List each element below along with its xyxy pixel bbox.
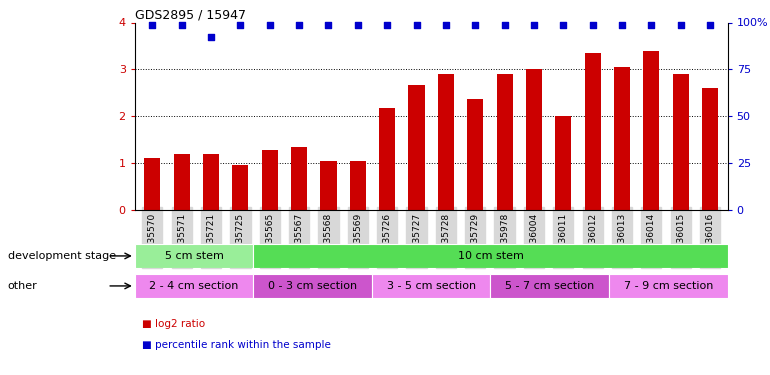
Point	[440, 22, 452, 28]
Point	[293, 22, 305, 28]
Bar	[174, 154, 189, 210]
Text: ■ log2 ratio: ■ log2 ratio	[142, 320, 206, 329]
Bar	[497, 74, 513, 210]
Bar	[555, 116, 571, 210]
Point	[527, 22, 540, 28]
Bar	[262, 150, 278, 210]
Bar	[144, 158, 160, 210]
Bar	[253, 274, 372, 298]
Text: other: other	[8, 281, 38, 291]
Point	[675, 22, 687, 28]
Point	[469, 22, 481, 28]
Text: 0 - 3 cm section: 0 - 3 cm section	[268, 281, 357, 291]
Bar	[233, 165, 249, 210]
Text: 10 cm stem: 10 cm stem	[457, 251, 524, 261]
Bar	[584, 53, 601, 210]
Bar	[643, 51, 659, 210]
Bar	[467, 99, 484, 210]
Bar	[320, 161, 336, 210]
Point	[146, 22, 159, 28]
Text: 5 cm stem: 5 cm stem	[165, 251, 223, 261]
Text: GDS2895 / 15947: GDS2895 / 15947	[135, 8, 246, 21]
Point	[557, 22, 570, 28]
Point	[498, 22, 511, 28]
Text: 3 - 5 cm section: 3 - 5 cm section	[387, 281, 476, 291]
Point	[410, 22, 423, 28]
Point	[645, 22, 658, 28]
Point	[205, 34, 217, 40]
Point	[704, 22, 716, 28]
Text: development stage: development stage	[8, 251, 115, 261]
Bar	[203, 154, 219, 210]
Point	[234, 22, 246, 28]
Point	[381, 22, 393, 28]
Bar	[614, 67, 630, 210]
Bar	[408, 85, 424, 210]
Bar	[673, 74, 688, 210]
Point	[616, 22, 628, 28]
Bar	[702, 88, 718, 210]
Point	[263, 22, 276, 28]
Bar	[135, 244, 253, 268]
Point	[176, 22, 188, 28]
Bar	[379, 108, 395, 210]
Bar	[372, 274, 490, 298]
Point	[587, 22, 599, 28]
Bar	[291, 147, 307, 210]
Text: 7 - 9 cm section: 7 - 9 cm section	[624, 281, 713, 291]
Bar	[526, 69, 542, 210]
Bar	[350, 161, 366, 210]
Bar	[253, 244, 728, 268]
Bar	[490, 274, 609, 298]
Text: 5 - 7 cm section: 5 - 7 cm section	[505, 281, 594, 291]
Bar	[135, 274, 253, 298]
Point	[352, 22, 364, 28]
Text: 2 - 4 cm section: 2 - 4 cm section	[149, 281, 239, 291]
Bar	[438, 74, 454, 210]
Point	[323, 22, 335, 28]
Bar	[609, 274, 728, 298]
Text: ■ percentile rank within the sample: ■ percentile rank within the sample	[142, 340, 331, 350]
